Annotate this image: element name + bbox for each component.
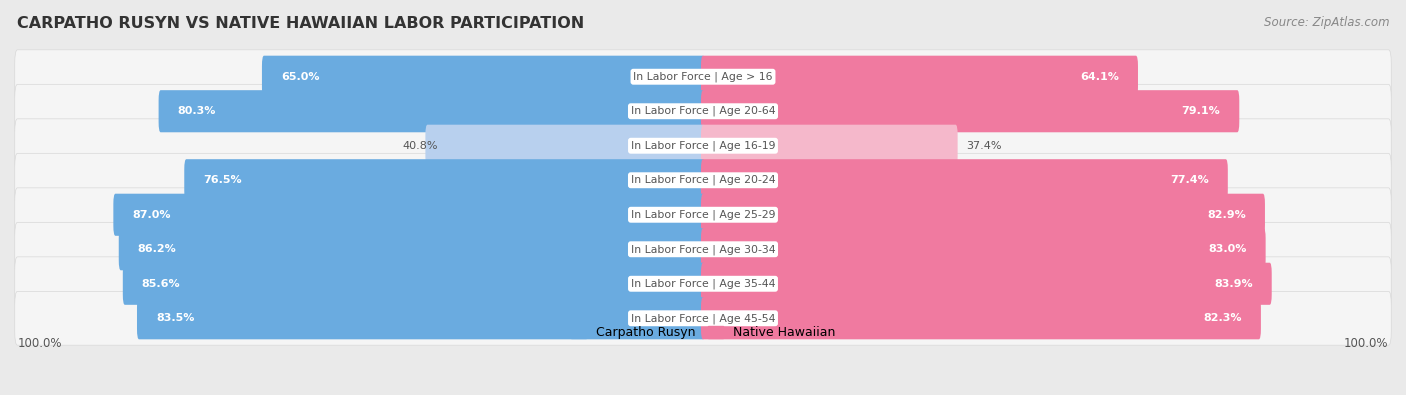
Text: 82.3%: 82.3% [1204, 313, 1241, 323]
FancyBboxPatch shape [14, 50, 1392, 103]
Text: In Labor Force | Age 16-19: In Labor Force | Age 16-19 [631, 141, 775, 151]
Text: 83.0%: 83.0% [1208, 244, 1247, 254]
Text: 77.4%: 77.4% [1170, 175, 1209, 185]
Legend: Carpatho Rusyn, Native Hawaiian: Carpatho Rusyn, Native Hawaiian [565, 322, 841, 344]
FancyBboxPatch shape [122, 263, 704, 305]
Text: 86.2%: 86.2% [138, 244, 176, 254]
Text: In Labor Force | Age > 16: In Labor Force | Age > 16 [633, 71, 773, 82]
FancyBboxPatch shape [14, 119, 1392, 173]
FancyBboxPatch shape [702, 125, 957, 167]
FancyBboxPatch shape [136, 297, 704, 339]
Text: 79.1%: 79.1% [1181, 106, 1220, 116]
Text: 64.1%: 64.1% [1080, 72, 1119, 82]
FancyBboxPatch shape [14, 257, 1392, 311]
Text: 87.0%: 87.0% [132, 210, 170, 220]
FancyBboxPatch shape [702, 263, 1271, 305]
Text: 65.0%: 65.0% [281, 72, 319, 82]
FancyBboxPatch shape [262, 56, 704, 98]
FancyBboxPatch shape [702, 194, 1265, 236]
Text: 37.4%: 37.4% [966, 141, 1001, 151]
Text: 100.0%: 100.0% [1344, 337, 1389, 350]
FancyBboxPatch shape [159, 90, 704, 132]
FancyBboxPatch shape [14, 292, 1392, 345]
FancyBboxPatch shape [14, 222, 1392, 276]
FancyBboxPatch shape [702, 228, 1265, 270]
Text: In Labor Force | Age 25-29: In Labor Force | Age 25-29 [631, 209, 775, 220]
FancyBboxPatch shape [426, 125, 704, 167]
Text: 40.8%: 40.8% [402, 141, 437, 151]
FancyBboxPatch shape [702, 56, 1137, 98]
Text: 83.9%: 83.9% [1215, 279, 1253, 289]
FancyBboxPatch shape [14, 84, 1392, 138]
Text: 83.5%: 83.5% [156, 313, 194, 323]
FancyBboxPatch shape [14, 188, 1392, 242]
Text: 82.9%: 82.9% [1208, 210, 1246, 220]
Text: 85.6%: 85.6% [142, 279, 180, 289]
Text: 76.5%: 76.5% [204, 175, 242, 185]
Text: In Labor Force | Age 30-34: In Labor Force | Age 30-34 [631, 244, 775, 254]
Text: In Labor Force | Age 20-24: In Labor Force | Age 20-24 [631, 175, 775, 186]
FancyBboxPatch shape [702, 297, 1261, 339]
FancyBboxPatch shape [184, 159, 704, 201]
FancyBboxPatch shape [14, 153, 1392, 207]
Text: In Labor Force | Age 35-44: In Labor Force | Age 35-44 [631, 278, 775, 289]
Text: 100.0%: 100.0% [17, 337, 62, 350]
Text: In Labor Force | Age 45-54: In Labor Force | Age 45-54 [631, 313, 775, 324]
FancyBboxPatch shape [702, 90, 1239, 132]
Text: 80.3%: 80.3% [177, 106, 217, 116]
Text: CARPATHO RUSYN VS NATIVE HAWAIIAN LABOR PARTICIPATION: CARPATHO RUSYN VS NATIVE HAWAIIAN LABOR … [17, 16, 583, 31]
Text: In Labor Force | Age 20-64: In Labor Force | Age 20-64 [631, 106, 775, 117]
FancyBboxPatch shape [114, 194, 704, 236]
FancyBboxPatch shape [118, 228, 704, 270]
FancyBboxPatch shape [702, 159, 1227, 201]
Text: Source: ZipAtlas.com: Source: ZipAtlas.com [1264, 16, 1389, 29]
